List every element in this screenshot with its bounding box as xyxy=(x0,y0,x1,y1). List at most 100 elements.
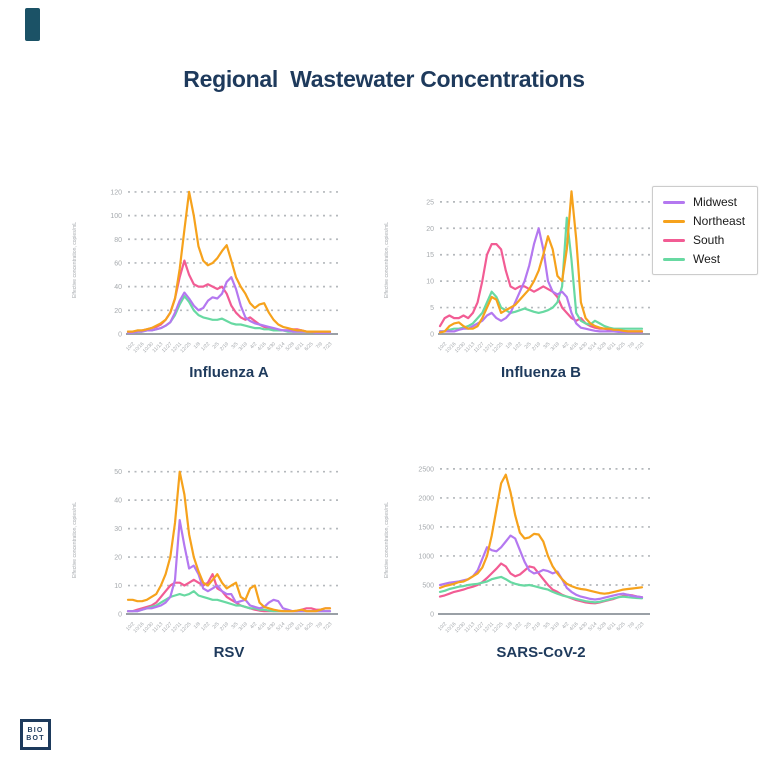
x-tick-label: 6/11 xyxy=(606,341,617,352)
x-tick-label: 4/2 xyxy=(249,621,258,630)
y-tick-label: 0 xyxy=(430,332,434,339)
x-tick-label: 1/8 xyxy=(193,341,202,350)
legend-swatch-northeast xyxy=(663,219,685,223)
x-tick-label: 4/30 xyxy=(578,621,589,632)
y-tick-label: 40 xyxy=(114,498,122,505)
legend-item-midwest: Midwest xyxy=(663,195,745,209)
legend-swatch-south xyxy=(663,238,685,242)
y-tick-label: 50 xyxy=(114,469,122,476)
x-tick-label: 3/5 xyxy=(230,621,239,630)
legend: Midwest Northeast South West xyxy=(652,186,759,275)
sars-cov-2-chart: 0500100015002000250010/210/1610/3011/131… xyxy=(384,466,650,634)
y-tick-label: 120 xyxy=(110,189,122,196)
x-tick-label: 12/25 xyxy=(491,621,504,634)
y-tick-label: 500 xyxy=(422,582,434,589)
chart-cell-rsv: 0 10 20 30 40 50 10/2 10/16 10/30 11/13 11/27 12/11… xyxy=(64,448,344,688)
x-tick-label: 7/9 xyxy=(315,341,324,350)
x-tick-label: 4/30 xyxy=(578,341,589,352)
x-tick-label: 4/16 xyxy=(569,341,580,352)
brand-mark xyxy=(25,8,40,41)
legend-label: Northeast xyxy=(693,214,746,228)
x-tick-label: 2/5 xyxy=(524,621,533,630)
x-tick-label: 2/19 xyxy=(219,621,230,632)
y-axis-label: Effective concentration, copies/mL xyxy=(384,502,390,578)
x-tick-label: 6/25 xyxy=(615,341,626,352)
x-tick-label: 2/5 xyxy=(212,341,221,350)
x-tick-label: 3/19 xyxy=(550,341,561,352)
figure-title: Regional Wastewater Concentrations xyxy=(183,66,585,92)
x-tick-label: 3/19 xyxy=(238,341,249,352)
chart-title-influenza-b: Influenza B xyxy=(500,364,581,381)
legend-item-northeast: Northeast xyxy=(663,214,745,228)
x-tick-label: 5/14 xyxy=(275,341,286,352)
x-tick-label: 3/5 xyxy=(542,341,551,350)
x-tick-label: 4/16 xyxy=(569,621,580,632)
x-tick-label: 4/16 xyxy=(257,341,268,352)
legend-label: West xyxy=(693,252,721,266)
y-tick-label: 20 xyxy=(426,226,434,233)
x-tick-label: 7/23 xyxy=(634,621,645,632)
series-line-south xyxy=(438,242,644,333)
biobot-logo-line2: BOT xyxy=(26,734,45,742)
x-tick-label: 6/11 xyxy=(294,341,305,352)
x-tick-label: 2/19 xyxy=(531,621,542,632)
rsv-chart: 0102030405010/210/1610/3011/1311/2712/11… xyxy=(72,469,338,634)
series-line-northeast xyxy=(438,190,644,334)
x-tick-label: 7/23 xyxy=(322,341,333,352)
x-tick-label: 2/19 xyxy=(531,341,542,352)
x-tick-label: 6/25 xyxy=(303,621,314,632)
x-tick-label: 1/22 xyxy=(200,621,211,632)
series-line-west xyxy=(438,575,644,604)
x-tick-label: 10/2 xyxy=(125,621,136,632)
y-axis-label: Effective concentration, copies/mL xyxy=(72,222,78,298)
y-tick-label: 60 xyxy=(114,260,122,267)
y-tick-label: 40 xyxy=(114,284,122,291)
x-tick-label: 5/28 xyxy=(285,341,296,352)
x-tick-label: 2/19 xyxy=(219,341,230,352)
series-line-west xyxy=(438,216,644,333)
x-tick-label: 5/28 xyxy=(597,341,608,352)
x-tick-label: 7/9 xyxy=(315,621,324,630)
chart-cell-sars-cov-2: 0 500 1000 1500 2000 2500 10/2 10/16 10/30 11/13 1… xyxy=(376,448,656,688)
x-tick-label: 5/14 xyxy=(587,341,598,352)
x-tick-label: 3/5 xyxy=(542,621,551,630)
series-line-northeast xyxy=(126,190,332,333)
influenza-b-chart: 051015202510/210/1610/3011/1311/2712/111… xyxy=(384,190,650,354)
y-tick-label: 15 xyxy=(426,252,434,259)
x-tick-label: 12/25 xyxy=(179,621,192,634)
legend-item-south: South xyxy=(663,233,745,247)
series-line-northeast xyxy=(126,470,332,613)
y-tick-label: 30 xyxy=(114,526,122,533)
y-tick-label: 2000 xyxy=(418,495,434,502)
x-tick-label: 1/22 xyxy=(512,341,523,352)
x-tick-label: 10/2 xyxy=(437,621,448,632)
y-tick-label: 0 xyxy=(118,332,122,339)
x-tick-label: 1/8 xyxy=(193,621,202,630)
y-tick-label: 10 xyxy=(426,279,434,286)
x-tick-label: 4/16 xyxy=(257,621,268,632)
x-tick-label: 4/2 xyxy=(249,341,258,350)
x-tick-label: 7/9 xyxy=(627,621,636,630)
x-tick-label: 6/25 xyxy=(303,341,314,352)
x-tick-label: 3/19 xyxy=(238,621,249,632)
series-line-midwest xyxy=(438,227,644,334)
x-tick-label: 7/9 xyxy=(627,341,636,350)
x-tick-label: 5/14 xyxy=(275,621,286,632)
y-tick-label: 2500 xyxy=(418,466,434,473)
x-tick-label: 4/30 xyxy=(266,341,277,352)
chart-title-influenza-a: Influenza A xyxy=(189,364,269,381)
x-tick-label: 4/2 xyxy=(561,621,570,630)
legend-item-west: West xyxy=(663,252,745,266)
y-tick-label: 20 xyxy=(114,555,122,562)
y-axis-label: Effective concentration, copies/mL xyxy=(72,502,78,578)
chart-cell-influenza-a: 0 20 40 60 80 100 120 10/2 10/16 10/30 11/13 11/27 1… xyxy=(64,168,344,408)
y-axis-label: Effective concentration, copies/mL xyxy=(384,222,390,298)
influenza-a-chart: 02040608010012010/210/1610/3011/1311/271… xyxy=(72,189,338,354)
x-tick-label: 6/11 xyxy=(294,621,305,632)
legend-label: South xyxy=(693,233,725,247)
y-tick-label: 0 xyxy=(118,612,122,619)
x-tick-label: 3/5 xyxy=(230,341,239,350)
y-tick-label: 100 xyxy=(110,213,122,220)
y-tick-label: 80 xyxy=(114,237,122,244)
